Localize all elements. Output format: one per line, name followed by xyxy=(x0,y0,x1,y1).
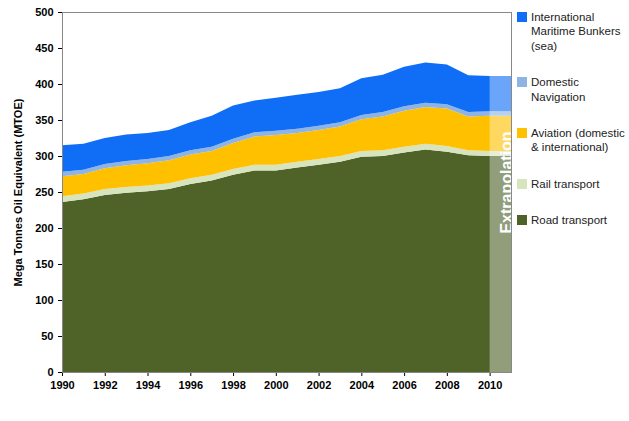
svg-text:300: 300 xyxy=(35,150,53,162)
svg-text:1990: 1990 xyxy=(50,379,74,391)
svg-text:350: 350 xyxy=(35,114,53,126)
html-text:Aviation (domestic & internati: Aviation (domestic & international) xyxy=(531,126,625,154)
svg-text:1992: 1992 xyxy=(93,379,117,391)
html-text:International Maritime Bunkers: International Maritime Bunkers (sea) xyxy=(531,11,621,52)
svg-text:200: 200 xyxy=(35,222,53,234)
svg-text:2002: 2002 xyxy=(307,379,331,391)
svg-text:2004: 2004 xyxy=(350,379,375,391)
svg-text:400: 400 xyxy=(35,78,53,90)
svg-text:Extrapolation: Extrapolation xyxy=(498,131,515,233)
svg-text:50: 50 xyxy=(41,330,53,342)
svg-text:2000: 2000 xyxy=(264,379,288,391)
svg-text:250: 250 xyxy=(35,186,53,198)
html-text:Domestic Navigation: Domestic Navigation xyxy=(531,76,586,103)
svg-text:2008: 2008 xyxy=(435,379,459,391)
svg-text:100: 100 xyxy=(35,294,53,306)
svg-text:1996: 1996 xyxy=(179,379,203,391)
svg-text:0: 0 xyxy=(47,366,53,378)
svg-text:500: 500 xyxy=(35,6,53,18)
html-text:Rail transport: Rail transport xyxy=(531,177,600,190)
svg-text:1994: 1994 xyxy=(136,379,161,391)
svg-text:1998: 1998 xyxy=(221,379,245,391)
svg-text:150: 150 xyxy=(35,258,53,270)
html-text:Road transport: Road transport xyxy=(531,214,608,226)
svg-text:2010: 2010 xyxy=(478,379,502,391)
svg-text:2006: 2006 xyxy=(392,379,416,391)
svg-text:Mega Tonnes Oil Equivalent (MT: Mega Tonnes Oil Equivalent (MTOE) xyxy=(12,98,24,286)
svg-text:450: 450 xyxy=(35,42,53,54)
